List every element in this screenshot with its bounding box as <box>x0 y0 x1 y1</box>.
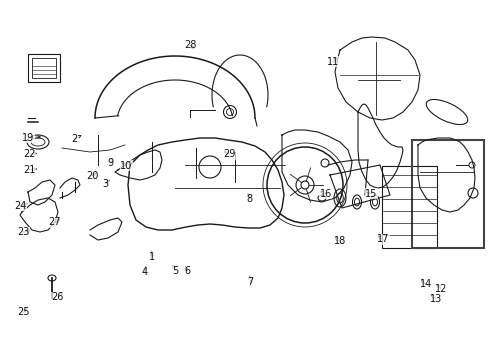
Bar <box>382 166 437 248</box>
Text: 27: 27 <box>49 217 61 228</box>
Text: 19: 19 <box>23 132 35 143</box>
Text: 21: 21 <box>23 165 36 175</box>
Text: 8: 8 <box>247 194 253 204</box>
Text: 11: 11 <box>327 57 340 67</box>
Text: 3: 3 <box>102 179 108 189</box>
Text: 24: 24 <box>14 201 27 211</box>
Text: 9: 9 <box>107 158 113 168</box>
Text: 18: 18 <box>334 236 346 246</box>
Text: 6: 6 <box>184 266 190 276</box>
Text: 23: 23 <box>17 227 30 237</box>
Text: 15: 15 <box>365 189 378 199</box>
Text: 7: 7 <box>247 276 253 287</box>
Text: 10: 10 <box>121 161 133 171</box>
Text: 20: 20 <box>86 171 98 181</box>
Text: 17: 17 <box>377 234 390 244</box>
Text: 16: 16 <box>320 189 332 199</box>
Text: 29: 29 <box>223 149 236 159</box>
Text: 1: 1 <box>149 252 155 262</box>
Bar <box>32 58 56 78</box>
Text: 26: 26 <box>51 292 64 302</box>
Text: 13: 13 <box>430 294 442 304</box>
Bar <box>28 54 60 82</box>
Text: 28: 28 <box>184 40 196 50</box>
Text: 22: 22 <box>23 149 36 159</box>
Text: 4: 4 <box>142 267 147 277</box>
Text: 5: 5 <box>172 266 178 276</box>
Text: 12: 12 <box>435 284 447 294</box>
Text: 14: 14 <box>420 279 433 289</box>
Text: 25: 25 <box>17 307 30 318</box>
Text: 2: 2 <box>72 134 77 144</box>
Bar <box>412 140 484 248</box>
